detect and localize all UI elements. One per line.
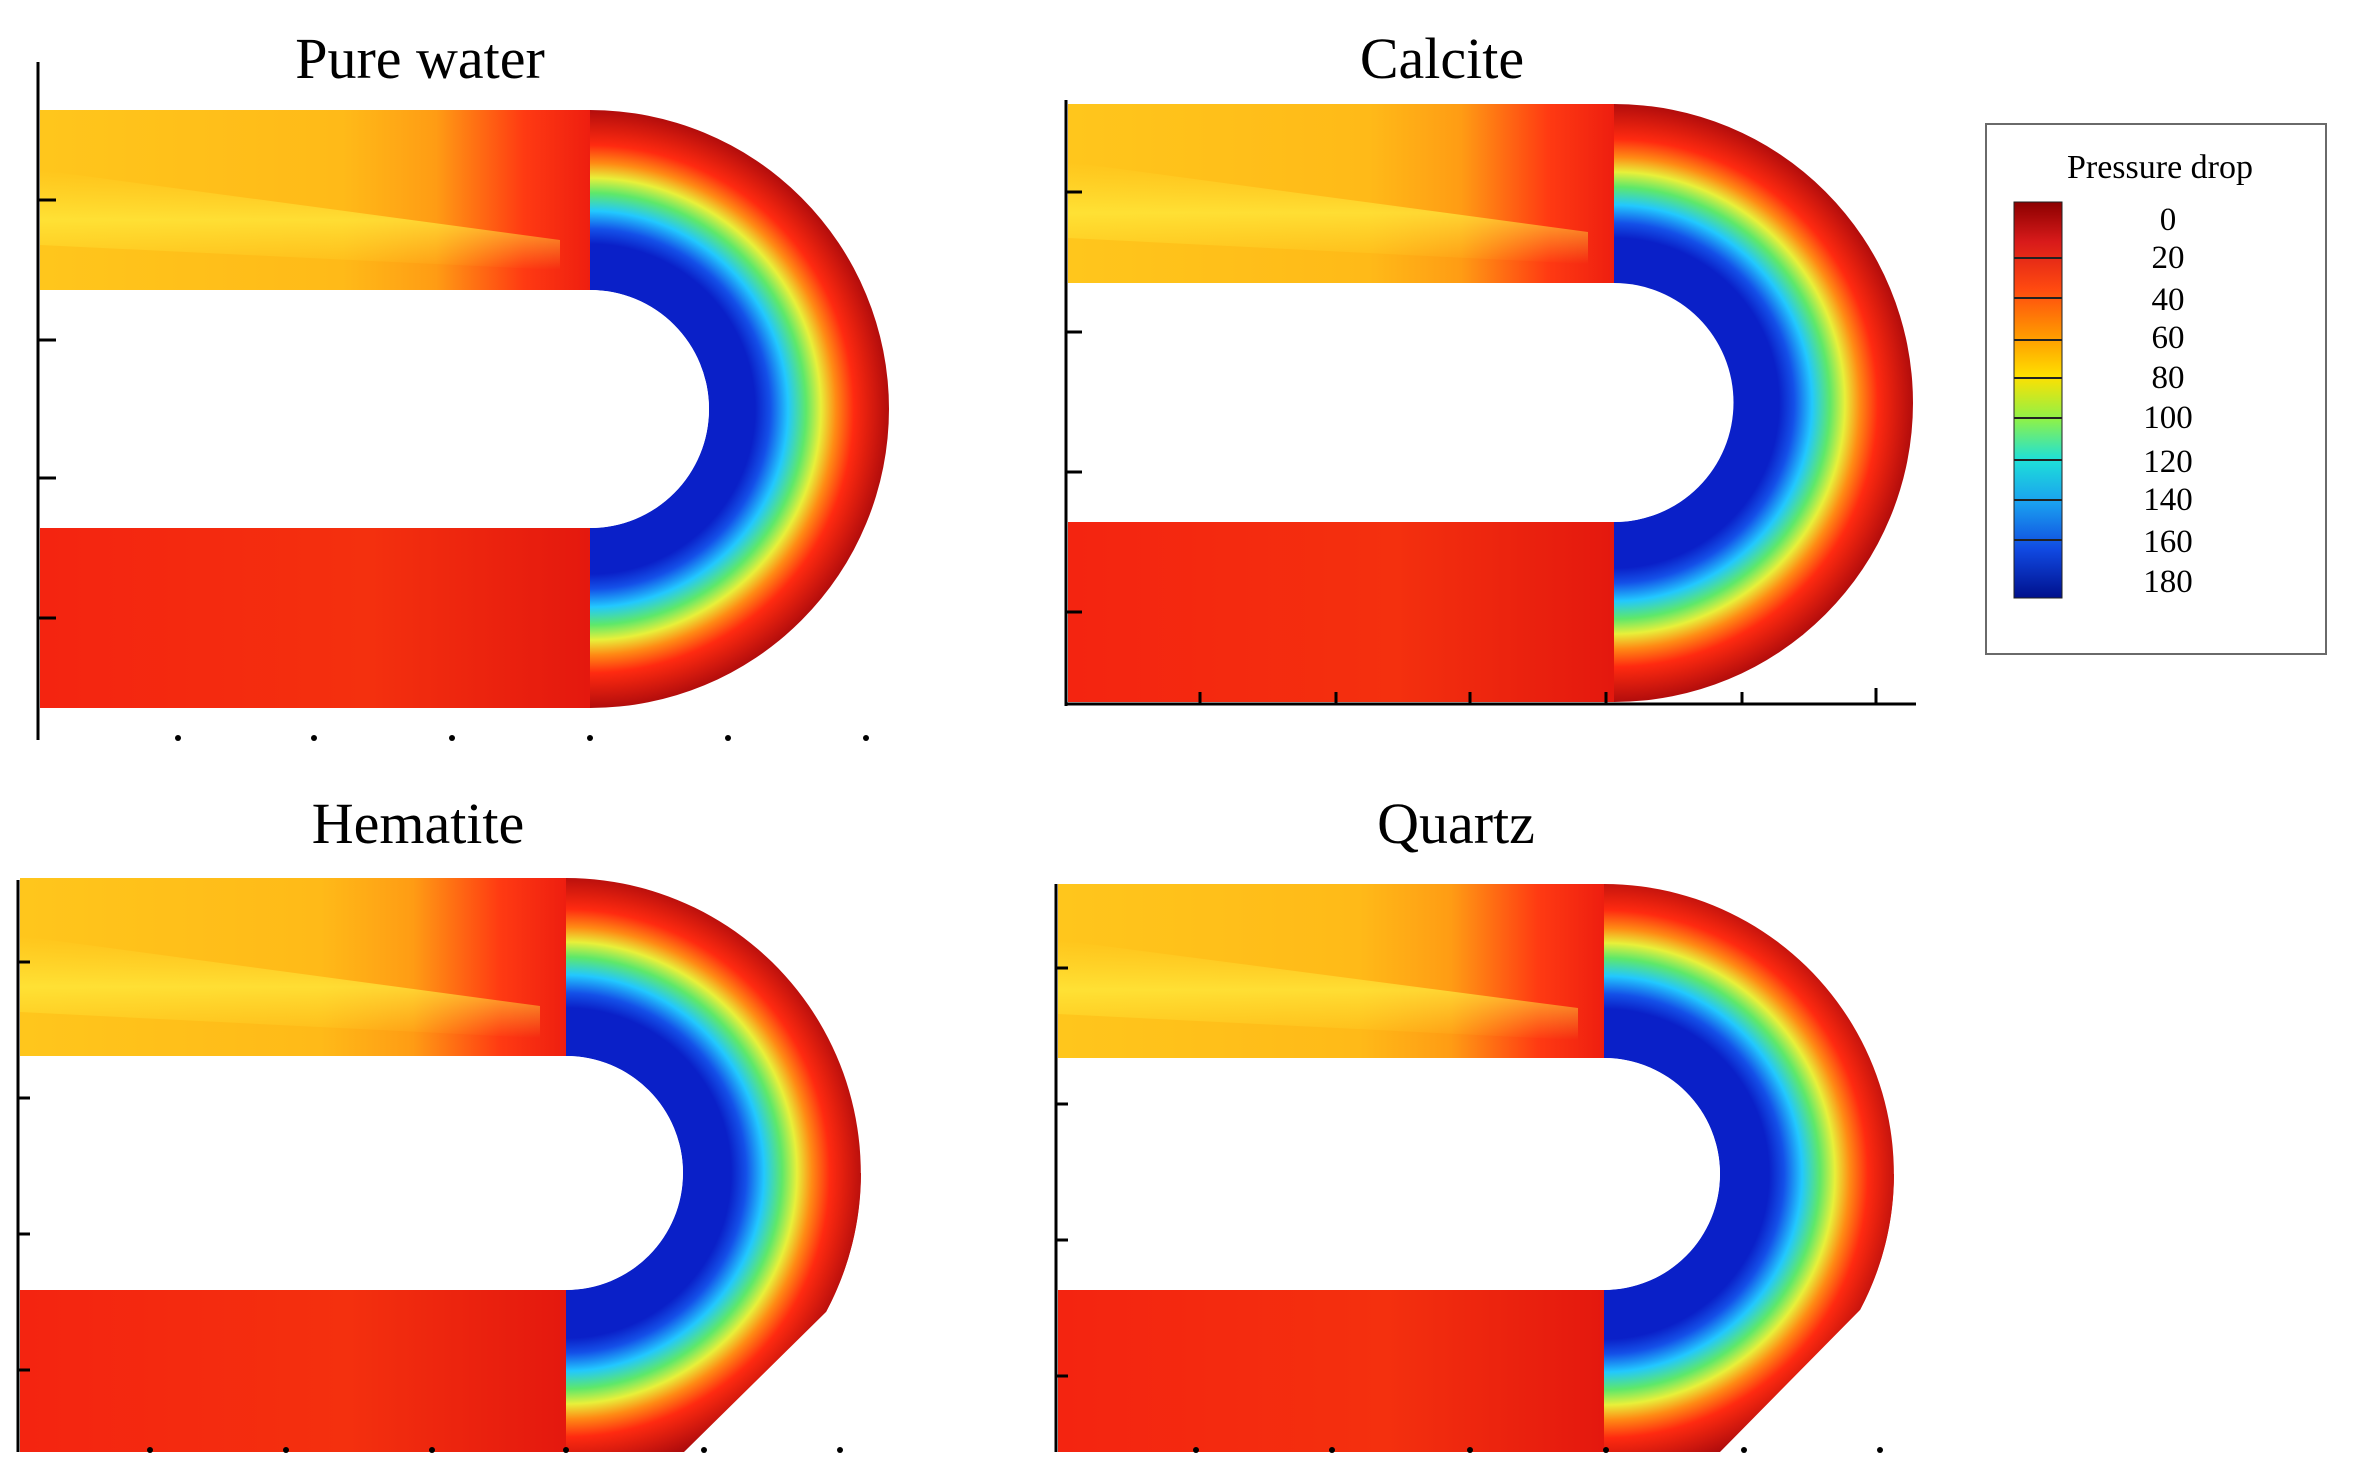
bend-region: [590, 110, 889, 708]
plot-clip-bottom: [0, 1452, 900, 1481]
channel-top-core: [20, 936, 540, 1038]
channel-top-core: [40, 170, 560, 270]
channel-bottom: [1058, 1290, 1604, 1452]
legend-tick-label: 160: [2143, 524, 2193, 560]
panel-pure-water: Pure water: [36, 26, 889, 741]
panel-title: Pure water: [295, 26, 545, 91]
bend-region-lower: [1604, 1174, 1894, 1452]
inner-wall: [1058, 1058, 1720, 1290]
channel-bottom: [1068, 522, 1614, 702]
axis-frame: [1064, 100, 1916, 706]
legend-tick-labels: 0 20 40 60 80 100 120 140 160 180: [2143, 202, 2193, 600]
legend-tick-label: 140: [2143, 482, 2193, 518]
inner-wall: [20, 1056, 683, 1290]
inner-wall: [40, 290, 709, 528]
axis-tick-dots: [147, 1447, 843, 1453]
legend-title: Pressure drop: [2067, 149, 2253, 186]
axis-frame: [1054, 884, 1068, 1452]
axis-frame: [36, 62, 56, 740]
channel-bottom: [20, 1290, 566, 1452]
channel-top-core: [1058, 940, 1578, 1040]
panel-calcite: Calcite: [1064, 26, 1916, 706]
colorbar-ticks: [2014, 257, 2062, 541]
panel-title: Quartz: [1377, 791, 1535, 856]
legend-tick-label: 20: [2152, 240, 2185, 276]
panel-title: Hematite: [312, 791, 525, 856]
bend-region: [1614, 104, 1913, 702]
legend: Pressure drop 0 20 40 60 80 100 120 140 …: [1985, 123, 2327, 655]
inner-wall: [1068, 283, 1734, 522]
axis-tick-dots: [175, 735, 869, 741]
panel-title: Calcite: [1360, 26, 1524, 91]
axis-frame: [16, 880, 30, 1452]
bend-region-lower: [566, 1173, 861, 1452]
pressure-contour-plot: [40, 110, 889, 708]
legend-tick-label: 120: [2143, 444, 2193, 480]
legend-tick-label: 60: [2152, 320, 2185, 356]
pressure-contour-plot: [1068, 104, 1913, 702]
legend-tick-label: 180: [2143, 564, 2193, 600]
legend-tick-label: 80: [2152, 360, 2185, 396]
axis-tick-dots: [1193, 1447, 1883, 1453]
colorbar: [2013, 201, 2063, 599]
pressure-contour-plot: [0, 878, 900, 1481]
panel-hematite: Hematite: [0, 791, 900, 1481]
channel-top-core: [1068, 162, 1588, 264]
channel-bottom: [40, 528, 590, 708]
legend-tick-label: 40: [2152, 282, 2185, 318]
plot-clip-bottom: [1040, 1452, 1940, 1481]
panel-quartz: Quartz: [1040, 791, 1940, 1481]
legend-tick-label: 0: [2160, 202, 2177, 238]
pressure-contour-plot: [1040, 884, 1940, 1481]
legend-tick-label: 100: [2143, 400, 2193, 436]
